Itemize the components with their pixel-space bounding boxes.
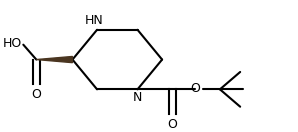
Text: O: O (190, 82, 200, 95)
Text: O: O (167, 118, 177, 131)
Text: HO: HO (3, 37, 22, 50)
Text: O: O (31, 88, 41, 101)
Text: N: N (133, 91, 142, 104)
Text: HN: HN (85, 14, 103, 27)
Polygon shape (36, 56, 72, 63)
